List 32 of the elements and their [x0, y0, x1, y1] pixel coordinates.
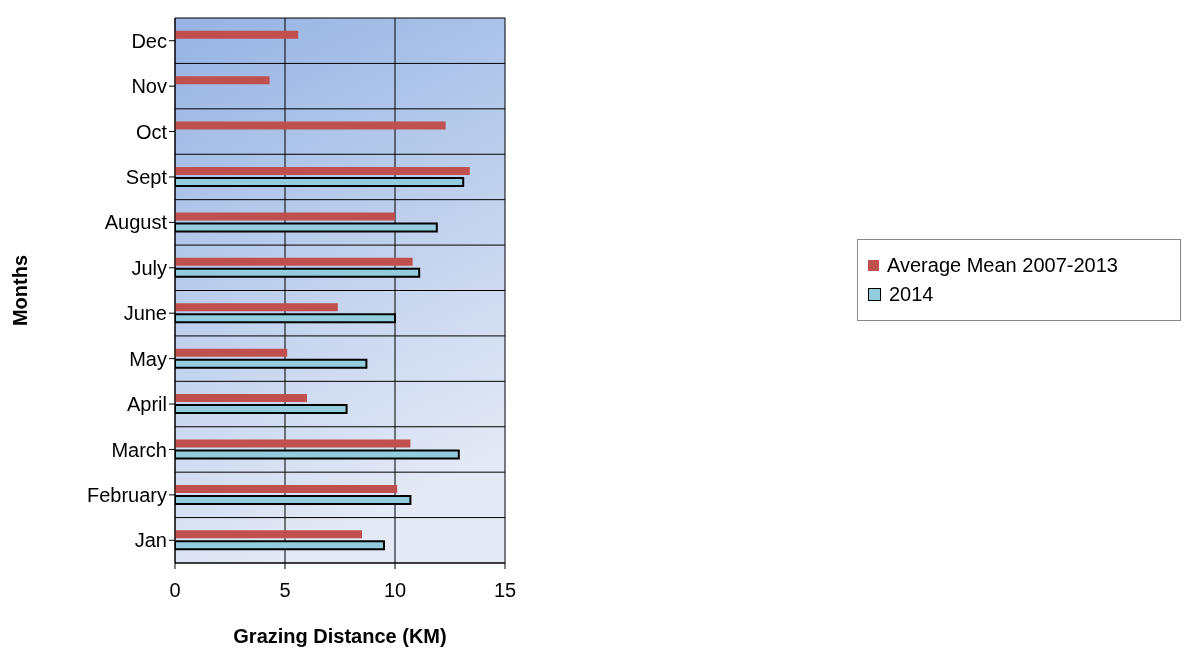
legend-label: 2014 — [889, 282, 934, 306]
x-axis-title: Grazing Distance (KM) — [233, 625, 447, 647]
legend-label: Average Mean 2007-2013 — [887, 253, 1118, 277]
bar — [175, 394, 307, 403]
bar — [175, 30, 299, 39]
bar — [175, 212, 395, 221]
y-tick-label: July — [131, 256, 167, 279]
x-tick-label: 0 — [169, 579, 181, 602]
bar — [175, 348, 288, 357]
bar — [175, 484, 398, 493]
bar — [175, 303, 338, 312]
bar — [175, 257, 413, 266]
y-tick-label: May — [129, 347, 167, 370]
y-tick-label: Sept — [125, 166, 168, 189]
y-axis-title: Months — [9, 254, 32, 327]
y-tick-label: Dec — [131, 29, 167, 52]
x-tick-label: 15 — [493, 579, 517, 602]
bar — [175, 530, 362, 539]
x-tick-label: 10 — [383, 579, 407, 602]
bar — [175, 439, 411, 448]
y-tick-label: February — [86, 483, 167, 506]
y-tick-label: June — [123, 302, 167, 325]
y-tick-label: Oct — [135, 120, 168, 143]
y-tick-label: August — [104, 211, 168, 234]
y-tick-label: Nov — [131, 75, 167, 98]
y-tick-label: March — [111, 438, 167, 461]
y-tick-label: Jan — [134, 529, 167, 552]
bar — [175, 121, 446, 130]
x-tick-label: 5 — [279, 579, 291, 602]
bar — [175, 76, 270, 85]
y-tick-label: April — [126, 393, 167, 416]
bar — [175, 166, 470, 175]
